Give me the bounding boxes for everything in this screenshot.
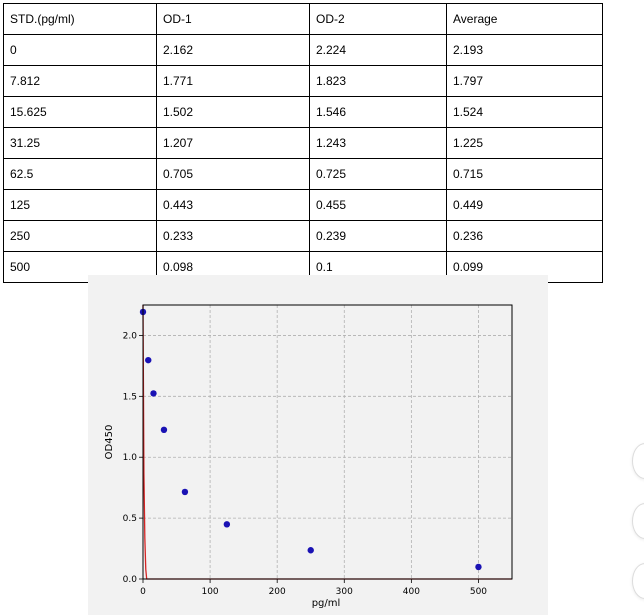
chart-panel: 0 100 200 300 400 500 0.0 0.5 1.0 1.5 2.0 OD450 pg… — [88, 275, 548, 615]
table-cell: 1.225 — [446, 127, 603, 159]
data-point — [307, 547, 314, 554]
table-cell: 2.162 — [156, 34, 310, 66]
x-tick-label: 0 — [140, 587, 146, 597]
table-cell: 31.25 — [3, 127, 157, 159]
table-cell: 1.771 — [156, 65, 310, 97]
table-cell: 125 — [3, 189, 157, 221]
table-cell: 1.797 — [446, 65, 603, 97]
y-axis-label: OD450 — [104, 425, 115, 460]
table-cell: 7.812 — [3, 65, 157, 97]
table-cell: 15.625 — [3, 96, 157, 128]
x-tick-label: 100 — [201, 587, 218, 597]
table-row: 125 0.443 0.455 0.449 — [3, 189, 603, 221]
table-cell: 62.5 — [3, 158, 157, 190]
fit-curve — [142, 304, 512, 580]
axis-ticks: 0 100 200 300 400 500 0.0 0.5 1.0 1.5 2.0 — [123, 331, 488, 597]
fit-curve-group — [142, 304, 512, 580]
table-row: 62.5 0.705 0.725 0.715 — [3, 158, 603, 190]
table-cell: 0.715 — [446, 158, 603, 190]
table-cell: 0.236 — [446, 220, 603, 252]
table-cell: 0.705 — [156, 158, 310, 190]
x-tick-label: 200 — [269, 587, 286, 597]
data-point — [181, 488, 189, 496]
table-row: 15.625 1.502 1.546 1.524 — [3, 96, 603, 128]
data-point — [145, 356, 152, 364]
table-cell: 2.193 — [446, 34, 603, 66]
x-tick-label: 400 — [403, 587, 420, 597]
x-tick-label: 500 — [470, 587, 487, 597]
data-point — [475, 563, 482, 571]
side-scroll-button-2[interactable] — [632, 503, 644, 539]
side-scroll-button-3[interactable] — [632, 563, 644, 599]
table-cell: 1.207 — [156, 127, 310, 159]
y-tick-label: 0.0 — [123, 575, 138, 585]
data-points — [139, 308, 482, 571]
table-cell: OD-2 — [309, 3, 447, 35]
standard-table: STD.(pg/ml) OD-1 OD-2 Average 0 2.162 2.224 2.1… — [3, 3, 603, 283]
data-point — [223, 521, 231, 528]
x-axis-label: pg/ml — [312, 598, 341, 609]
table-cell: 0.443 — [156, 189, 310, 221]
x-tick-label: 300 — [336, 587, 353, 597]
table-cell: 0.239 — [309, 220, 447, 252]
table-cell: 0.449 — [446, 189, 603, 221]
table-cell: 0.725 — [309, 158, 447, 190]
table-cell: 1.243 — [309, 127, 447, 159]
table-cell: 1.823 — [309, 65, 447, 97]
standard-curve-chart: 0 100 200 300 400 500 0.0 0.5 1.0 1.5 2.0 OD450 pg… — [104, 304, 513, 609]
table-cell: 2.224 — [309, 34, 447, 66]
table-cell: 250 — [3, 220, 157, 252]
data-point — [150, 390, 157, 397]
data-point — [160, 426, 168, 434]
y-tick-label: 1.5 — [123, 392, 137, 402]
table-cell: OD-1 — [156, 3, 310, 35]
y-tick-label: 0.5 — [123, 514, 137, 524]
table-cell: 1.524 — [446, 96, 603, 128]
table-row: 250 0.233 0.239 0.236 — [3, 220, 603, 252]
side-scroll-button-1[interactable] — [632, 443, 644, 479]
table-header-row: STD.(pg/ml) OD-1 OD-2 Average — [3, 3, 603, 35]
table-cell: 0.455 — [309, 189, 447, 221]
table-row: 7.812 1.771 1.823 1.797 — [3, 65, 603, 97]
table-cell: 1.546 — [309, 96, 447, 128]
table-cell: STD.(pg/ml) — [3, 3, 157, 35]
y-tick-label: 1.0 — [123, 453, 138, 463]
table-cell: 0 — [3, 34, 157, 66]
plot-area-frame — [142, 304, 513, 580]
table-cell: Average — [446, 3, 603, 35]
y-tick-label: 2.0 — [123, 331, 138, 341]
table-row: 31.25 1.207 1.243 1.225 — [3, 127, 603, 159]
table-cell: 1.502 — [156, 96, 310, 128]
table-cell: 0.233 — [156, 220, 310, 252]
grid-lines — [142, 305, 512, 580]
table-row: 0 2.162 2.224 2.193 — [3, 34, 603, 66]
